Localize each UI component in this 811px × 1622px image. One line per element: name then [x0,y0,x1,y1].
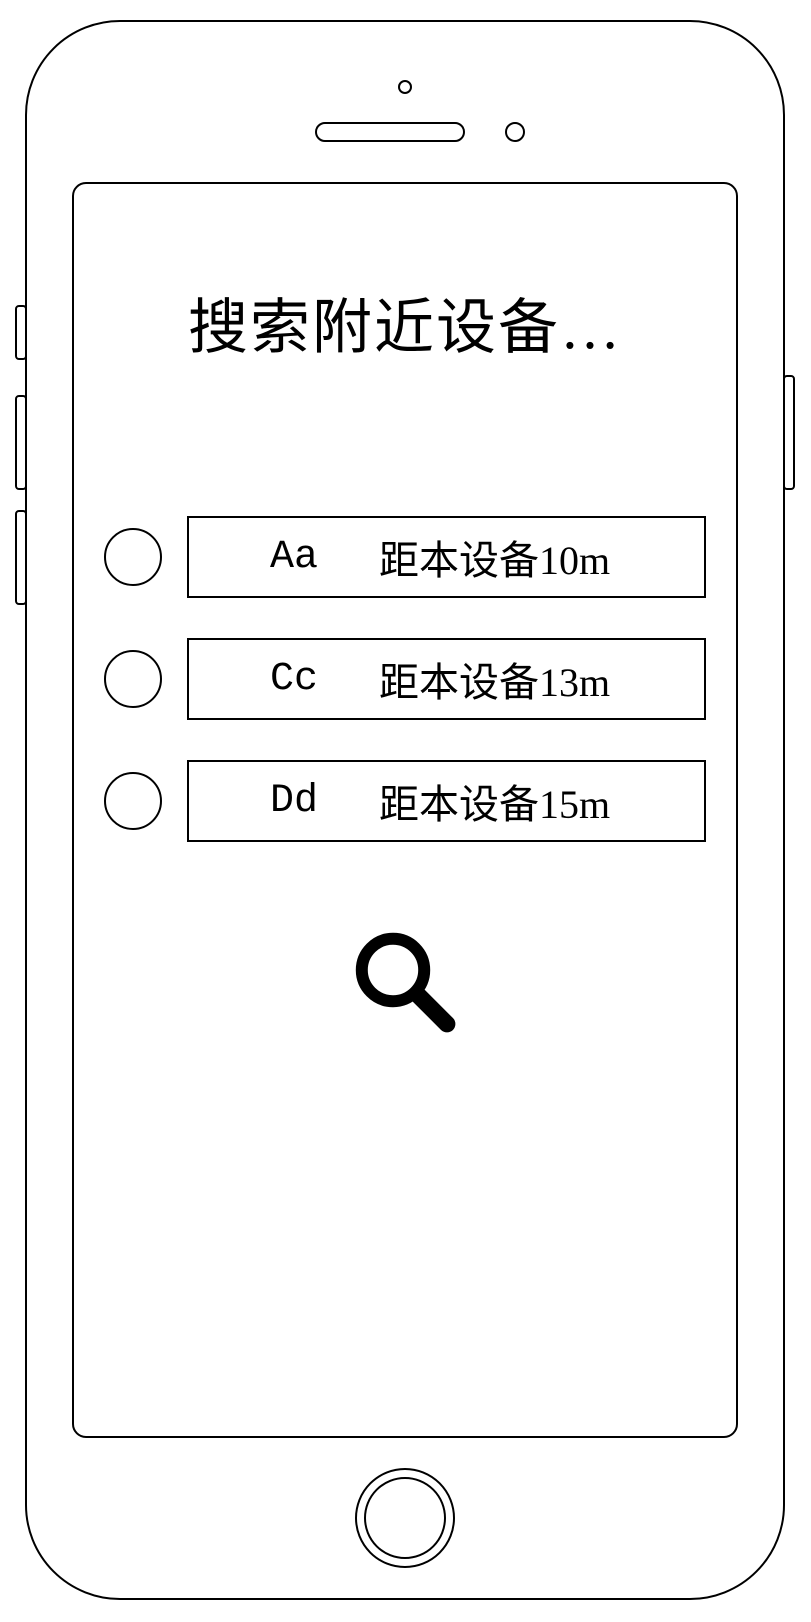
device-distance-label: 距本设备13m [379,650,684,708]
device-name-label: Aa [209,535,379,580]
phone-camera-icon [505,122,525,142]
device-distance-label: 距本设备10m [379,528,684,586]
home-button-ring-icon [364,1477,446,1559]
phone-sensor-icon [398,80,412,94]
device-item[interactable]: Cc 距本设备13m [187,638,706,720]
page-title: 搜索附近设备… [104,279,706,366]
device-name-label: Cc [209,657,379,702]
device-row[interactable]: Aa 距本设备10m [104,516,706,598]
radio-select-icon[interactable] [104,528,162,586]
device-item[interactable]: Dd 距本设备15m [187,760,706,842]
screen-area: 搜索附近设备… Aa 距本设备10m Cc 距本设备13m Dd [72,182,738,1438]
search-icon [345,922,465,1042]
phone-speaker-icon [315,122,465,142]
home-button[interactable] [355,1468,455,1568]
device-row[interactable]: Cc 距本设备13m [104,638,706,720]
search-button[interactable] [104,922,706,1042]
device-item[interactable]: Aa 距本设备10m [187,516,706,598]
phone-frame: 搜索附近设备… Aa 距本设备10m Cc 距本设备13m Dd [25,20,785,1600]
device-distance-label: 距本设备15m [379,772,684,830]
device-row[interactable]: Dd 距本设备15m [104,760,706,842]
radio-select-icon[interactable] [104,772,162,830]
device-name-label: Dd [209,779,379,824]
radio-select-icon[interactable] [104,650,162,708]
device-list: Aa 距本设备10m Cc 距本设备13m Dd 距本设备15m [104,516,706,842]
